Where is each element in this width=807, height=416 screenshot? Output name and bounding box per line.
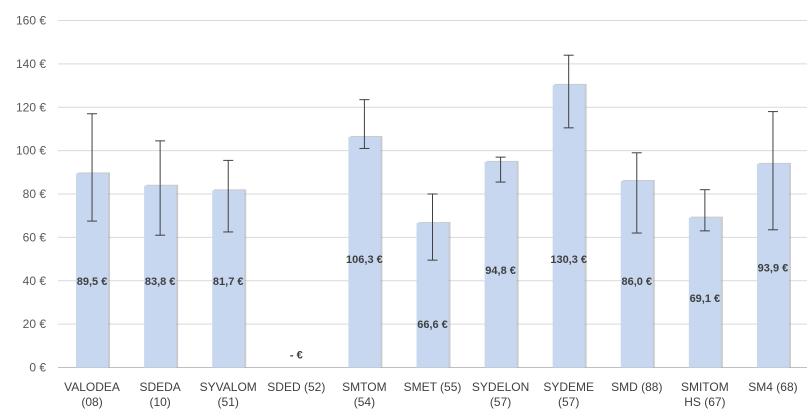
x-tick-label: SMD (88) xyxy=(611,380,662,394)
x-tick-label: (10) xyxy=(149,395,170,409)
data-label: 81,7 € xyxy=(213,276,244,288)
bar xyxy=(688,217,721,368)
y-tick-label: 140 € xyxy=(16,57,46,71)
y-tick-label: 0 € xyxy=(29,361,46,375)
data-label: 69,1 € xyxy=(690,293,721,305)
x-tick-label: SMET (55) xyxy=(404,380,462,394)
data-label: 130,3 € xyxy=(550,254,587,266)
bars xyxy=(76,83,791,368)
data-label: - € xyxy=(290,349,303,361)
y-tick-label: 40 € xyxy=(23,274,47,288)
x-tick-label: SMTOM xyxy=(342,380,386,394)
y-tick-label: 60 € xyxy=(23,230,47,244)
data-labels: 89,5 € 83,8 € 81,7 € - € 106,3 € 66,6 € 94,8 €… xyxy=(77,254,789,361)
x-tick-label: SDED (52) xyxy=(267,380,325,394)
x-axis: VALODEA(08) SDEDA(10) SYVALOM(51) SDED (52)… xyxy=(64,380,797,409)
x-tick-label: VALODEA xyxy=(64,380,120,394)
x-tick-label: (54) xyxy=(354,395,375,409)
y-axis: 0 € 20 € 40 € 60 € 80 € 100 € 120 € 140 € 160 € xyxy=(16,14,46,375)
x-tick-label: (57) xyxy=(490,395,511,409)
bar xyxy=(552,84,585,368)
y-tick-label: 160 € xyxy=(16,14,46,28)
data-label: 106,3 € xyxy=(346,254,383,266)
x-tick-label: (57) xyxy=(558,395,579,409)
x-tick-label: SM4 (68) xyxy=(748,380,797,394)
y-tick-label: 100 € xyxy=(16,144,46,158)
y-tick-label: 20 € xyxy=(23,317,47,331)
data-label: 66,6 € xyxy=(417,319,448,331)
y-tick-label: 80 € xyxy=(23,187,47,201)
x-tick-label: (08) xyxy=(81,395,102,409)
bar xyxy=(484,161,517,368)
x-tick-label: SYVALOM xyxy=(200,380,257,394)
x-tick-label: SYDELON xyxy=(472,380,529,394)
x-tick-label: (51) xyxy=(218,395,239,409)
data-label: 94,8 € xyxy=(485,265,516,277)
data-label: 89,5 € xyxy=(77,276,108,288)
bar xyxy=(348,136,381,368)
x-tick-label: SDEDA xyxy=(139,380,180,394)
data-label: 93,9 € xyxy=(758,263,789,275)
error-bars xyxy=(87,54,778,261)
x-tick-label: HS (67) xyxy=(684,395,725,409)
data-label: 86,0 € xyxy=(621,276,652,288)
data-label: 83,8 € xyxy=(145,276,176,288)
x-tick-label: SMITOM xyxy=(681,380,729,394)
y-tick-label: 120 € xyxy=(16,100,46,114)
x-tick-label: SYDEME xyxy=(543,380,594,394)
